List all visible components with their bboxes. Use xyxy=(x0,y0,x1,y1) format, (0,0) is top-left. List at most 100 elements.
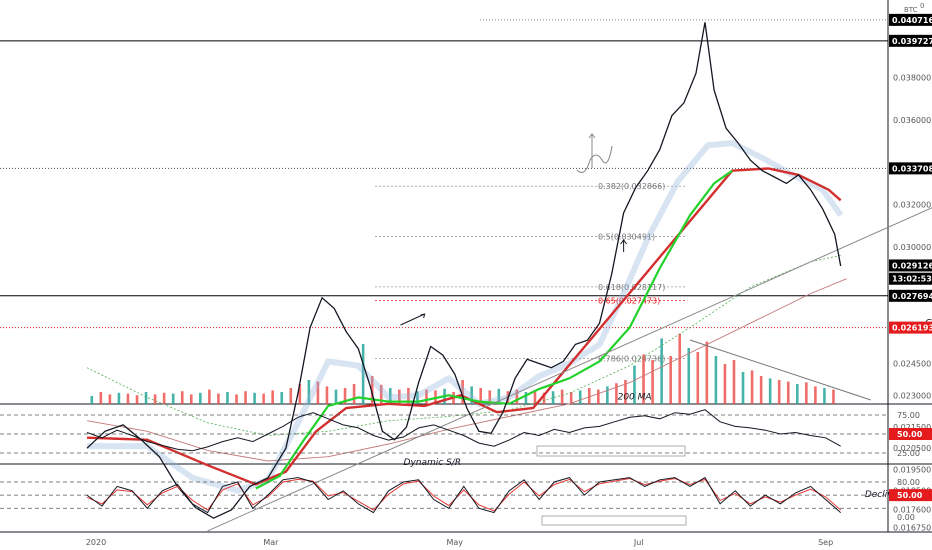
volume-bar xyxy=(343,388,347,404)
price-tag-label: 0.033708 xyxy=(892,164,932,173)
volume-bar xyxy=(235,394,238,404)
stoch-k-line xyxy=(86,476,842,514)
time-tick: Jul xyxy=(633,538,644,547)
volume-bar xyxy=(407,388,410,404)
volume-bar xyxy=(823,388,826,404)
currency-label: BTC xyxy=(904,6,918,14)
volume-bar xyxy=(189,394,193,404)
price-tag-bg xyxy=(889,13,932,26)
stoch-tick: 0.00 xyxy=(897,513,915,522)
volume-bar xyxy=(271,390,274,404)
arrow-200ma xyxy=(620,239,628,252)
price-tick: 0.020500 xyxy=(893,444,931,453)
price-tick: 0.021500 xyxy=(893,423,931,432)
price-tag-label: 0.026193 xyxy=(892,324,932,333)
volume-bar xyxy=(108,394,112,404)
annotation-label: 200 MA xyxy=(618,393,652,403)
rsi-tick: 75.00 xyxy=(897,411,920,420)
volume-bar xyxy=(578,390,582,404)
volume-bar xyxy=(624,380,627,404)
rsi-marker-label: 50.00 xyxy=(897,430,923,439)
price-tag-bg xyxy=(889,289,932,302)
annotation-label: Dynamic S/R xyxy=(404,458,462,468)
volume-bar xyxy=(642,354,645,404)
ma-green-line xyxy=(86,255,841,436)
volume-bar xyxy=(687,348,691,404)
price-tag-bg xyxy=(889,34,932,47)
price-tag-label: 0.040716 xyxy=(892,16,932,25)
volume-bar xyxy=(615,383,618,404)
volume-bar xyxy=(515,389,519,404)
arrow-up-projection xyxy=(588,133,596,168)
volume-bar xyxy=(135,395,139,404)
header-value: 0 xyxy=(920,2,924,10)
volume-bar xyxy=(90,396,94,404)
price-tick: 0.024500 xyxy=(893,359,931,368)
volume-bar xyxy=(696,352,700,404)
volume-bar xyxy=(398,389,401,404)
time-tick: May xyxy=(447,538,464,547)
rsi-box xyxy=(536,445,686,457)
volume-bar xyxy=(795,384,799,404)
ema-ribbon xyxy=(87,140,844,494)
volume-bar xyxy=(488,390,492,404)
volume-bar xyxy=(217,393,220,404)
volume-bar xyxy=(768,378,772,404)
volume-bar xyxy=(569,392,573,404)
ema-red-line xyxy=(86,167,842,486)
volume-bar xyxy=(633,365,636,404)
volume-bar xyxy=(461,380,464,404)
volume-bar xyxy=(379,384,383,404)
rsi-line xyxy=(86,409,841,452)
fib-label: 0.5(0.030491) xyxy=(598,233,655,242)
volume-bar xyxy=(524,392,528,404)
volume-bar xyxy=(741,372,745,404)
price-tick: 0.016750 xyxy=(893,524,931,533)
volume-bar xyxy=(814,386,817,404)
arrow-dynamic-sr xyxy=(400,313,426,326)
volume-bar xyxy=(497,388,501,404)
volume-bar xyxy=(705,341,709,404)
volume-bar xyxy=(226,392,229,404)
volume-bar xyxy=(334,389,338,404)
price-tick: 0.038000 xyxy=(893,73,931,82)
price-tick: 0.032000 xyxy=(893,201,931,210)
volume-bar xyxy=(551,391,555,404)
time-tick: Sep xyxy=(818,538,833,547)
price-tick: 0.030000 xyxy=(893,243,931,252)
projection-curve xyxy=(576,145,613,173)
volume-bar xyxy=(786,381,790,404)
volume-bar xyxy=(253,392,256,404)
volume-bar xyxy=(750,370,754,404)
volume-bar xyxy=(325,386,329,404)
volume-bar xyxy=(723,364,727,404)
volume-bar xyxy=(171,393,175,404)
stoch-box xyxy=(541,515,687,526)
price-tick: 0.017600 xyxy=(893,506,931,515)
volume-bar xyxy=(470,386,473,404)
volume-bar xyxy=(805,382,808,404)
volume-bar xyxy=(416,391,419,404)
volume-bar xyxy=(542,392,546,404)
volume-bar xyxy=(361,344,365,404)
stoch-d-line xyxy=(86,477,842,512)
fib-label: 0.65(0.027473) xyxy=(598,296,660,305)
price-tag-label: 13:02:53 xyxy=(892,275,932,284)
volume-bar xyxy=(669,356,672,404)
volume-bar xyxy=(606,386,609,404)
volume-bar xyxy=(280,392,284,404)
price-tag-bg xyxy=(889,162,932,175)
price-tag-label: 0.029126 xyxy=(892,261,932,270)
volume-bar xyxy=(678,333,682,404)
ma-200-line xyxy=(86,278,847,462)
volume-bar xyxy=(199,392,202,404)
stoch-tick: 80.00 xyxy=(897,478,920,487)
volume-bar xyxy=(759,376,763,404)
volume-bar xyxy=(714,356,718,404)
volume-trendline xyxy=(689,339,872,401)
volume-bar xyxy=(732,360,736,404)
price-tick: 0.023000 xyxy=(893,391,931,400)
volume-bar xyxy=(298,384,302,404)
volume-bar xyxy=(479,388,483,404)
